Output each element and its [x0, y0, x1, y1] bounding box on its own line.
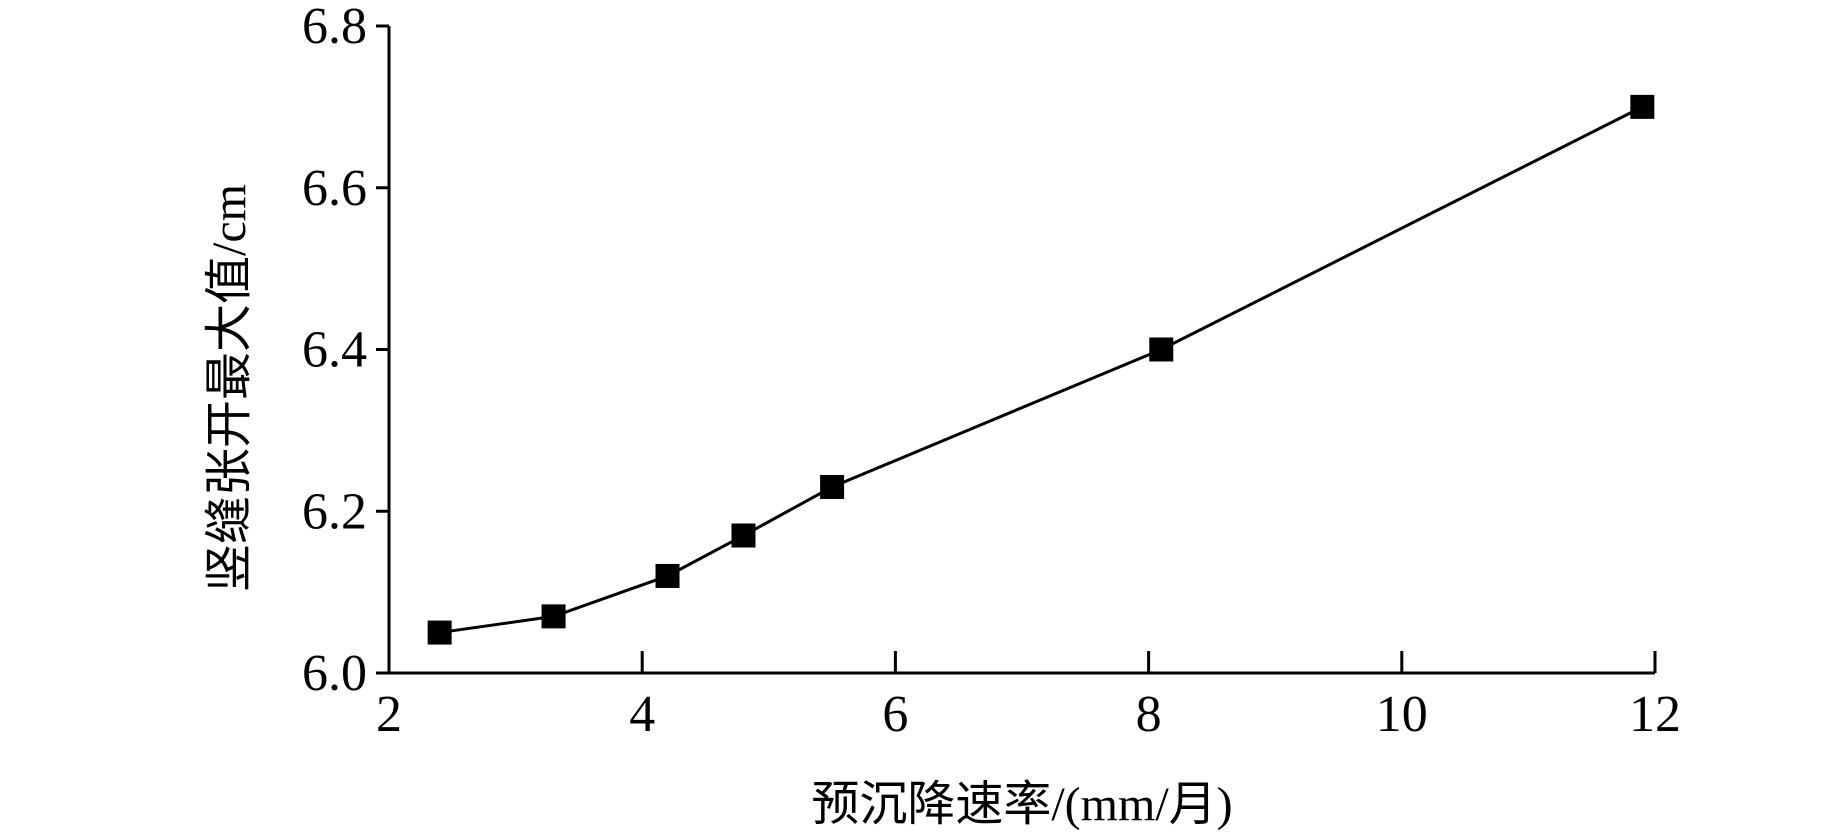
y-axis-label: 竖缝张开最大值/cm: [203, 184, 256, 592]
x-tick-label: 10: [1376, 686, 1428, 743]
data-point: [731, 523, 756, 548]
x-tick-label: 12: [1629, 686, 1681, 743]
data-point: [655, 563, 680, 588]
data-point: [1149, 337, 1174, 362]
y-tick-label: 6.2: [302, 483, 367, 540]
data-point: [427, 620, 452, 645]
x-axis-label: 预沉降速率/(mm/月): [811, 778, 1232, 831]
x-tick-label: 4: [629, 686, 655, 743]
y-tick-label: 6.8: [302, 0, 367, 55]
data-line: [439, 105, 1644, 635]
y-tick-label: 6.4: [302, 322, 367, 379]
data-point: [541, 604, 566, 629]
x-tick-label: 2: [376, 686, 402, 743]
y-tick-label: 6.0: [302, 645, 367, 702]
x-tick-label: 6: [882, 686, 908, 743]
x-tick-label: 8: [1136, 686, 1162, 743]
y-tick-label: 6.6: [302, 160, 367, 217]
data-point: [1630, 94, 1655, 119]
data-point: [820, 474, 845, 499]
